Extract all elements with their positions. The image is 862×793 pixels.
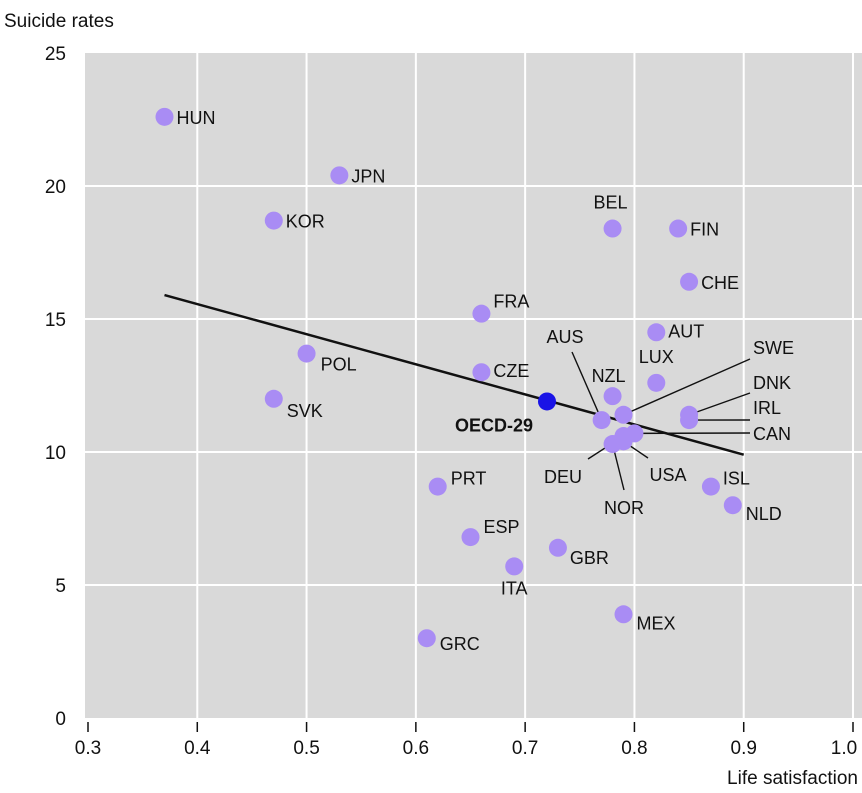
grid-lines bbox=[85, 53, 862, 718]
data-point bbox=[297, 344, 316, 363]
x-axis-title: Life satisfaction bbox=[727, 768, 858, 789]
data-point bbox=[330, 166, 349, 185]
point-label: NLD bbox=[746, 504, 782, 524]
point-label: OECD-29 bbox=[455, 415, 533, 435]
data-point bbox=[614, 432, 633, 451]
leader-line bbox=[688, 392, 751, 416]
data-point bbox=[701, 477, 720, 496]
point-label: HUN bbox=[177, 108, 216, 128]
data-point bbox=[680, 411, 699, 430]
trend-line bbox=[164, 293, 745, 456]
point-label: NOR bbox=[604, 498, 644, 518]
leader-line bbox=[623, 358, 751, 416]
data-point bbox=[592, 411, 611, 430]
point-label: GRC bbox=[440, 634, 480, 654]
point-label: NZL bbox=[592, 366, 626, 386]
y-tick-label: 15 bbox=[45, 310, 66, 331]
data-point bbox=[428, 477, 447, 496]
axis-ticks: 0.3 0.4 0.5 0.6 0.7 0.8 0.9 1.0 0 5 10 15 20 25 bbox=[45, 44, 857, 759]
point-label: CAN bbox=[753, 424, 791, 444]
y-tick-label: 25 bbox=[45, 44, 66, 65]
point-labels: HUN JPN KOR BEL FIN CHE FRA AUT POL CZE LUX NZL SVK O… bbox=[177, 108, 795, 654]
data-point bbox=[155, 107, 174, 126]
point-label: POL bbox=[321, 355, 357, 375]
data-point bbox=[417, 629, 436, 648]
point-label: AUS bbox=[546, 327, 583, 347]
y-tick-label: 20 bbox=[45, 177, 66, 198]
point-label: JPN bbox=[351, 166, 385, 186]
point-label: CZE bbox=[493, 361, 529, 381]
point-label: ISL bbox=[723, 469, 750, 489]
data-point bbox=[603, 219, 622, 238]
y-axis-title: Suicide rates bbox=[4, 11, 114, 32]
data-point bbox=[472, 304, 491, 323]
point-label: MEX bbox=[637, 613, 676, 633]
data-point bbox=[647, 323, 666, 342]
data-point bbox=[614, 605, 633, 624]
y-tick-label: 10 bbox=[45, 443, 66, 464]
point-label: AUT bbox=[668, 321, 704, 341]
data-point bbox=[461, 528, 480, 547]
point-label: USA bbox=[649, 465, 686, 485]
point-label: ITA bbox=[501, 578, 528, 598]
y-tick-label: 5 bbox=[55, 576, 66, 597]
x-tick-label: 0.7 bbox=[512, 738, 538, 759]
data-point bbox=[614, 405, 633, 424]
point-label: IRL bbox=[753, 398, 781, 418]
data-points bbox=[155, 107, 742, 648]
point-label: SVK bbox=[287, 401, 323, 421]
point-label: FRA bbox=[493, 292, 529, 312]
y-tick-label: 0 bbox=[55, 709, 66, 730]
point-label: DEU bbox=[544, 467, 582, 487]
data-point bbox=[472, 363, 491, 382]
point-label: CHE bbox=[701, 273, 739, 293]
data-point bbox=[669, 219, 688, 238]
oecd-average-point bbox=[538, 392, 556, 411]
x-tick-label: 0.5 bbox=[293, 738, 319, 759]
data-point bbox=[680, 272, 699, 291]
x-tick-label: 1.0 bbox=[831, 738, 857, 759]
point-label: DNK bbox=[753, 373, 791, 393]
leader-line bbox=[571, 351, 603, 421]
plot-area bbox=[85, 53, 862, 718]
x-tick-label: 0.4 bbox=[184, 738, 211, 759]
data-point bbox=[548, 538, 567, 557]
data-point bbox=[264, 211, 283, 230]
point-label: ESP bbox=[484, 517, 520, 537]
data-point bbox=[603, 387, 622, 406]
x-tick-label: 0.9 bbox=[731, 738, 757, 759]
x-tick-label: 0.8 bbox=[621, 738, 647, 759]
point-label: SWE bbox=[753, 338, 794, 358]
data-point bbox=[505, 557, 524, 576]
point-label: FIN bbox=[690, 220, 719, 240]
point-label: GBR bbox=[570, 548, 609, 568]
data-point bbox=[723, 496, 742, 515]
point-label: LUX bbox=[639, 347, 674, 367]
data-point bbox=[264, 389, 283, 408]
point-label: KOR bbox=[286, 212, 325, 232]
point-label: PRT bbox=[451, 469, 487, 489]
x-tick-label: 0.6 bbox=[403, 738, 429, 759]
point-label: BEL bbox=[594, 193, 628, 213]
x-tick-label: 0.3 bbox=[75, 738, 101, 759]
data-point bbox=[647, 373, 666, 392]
